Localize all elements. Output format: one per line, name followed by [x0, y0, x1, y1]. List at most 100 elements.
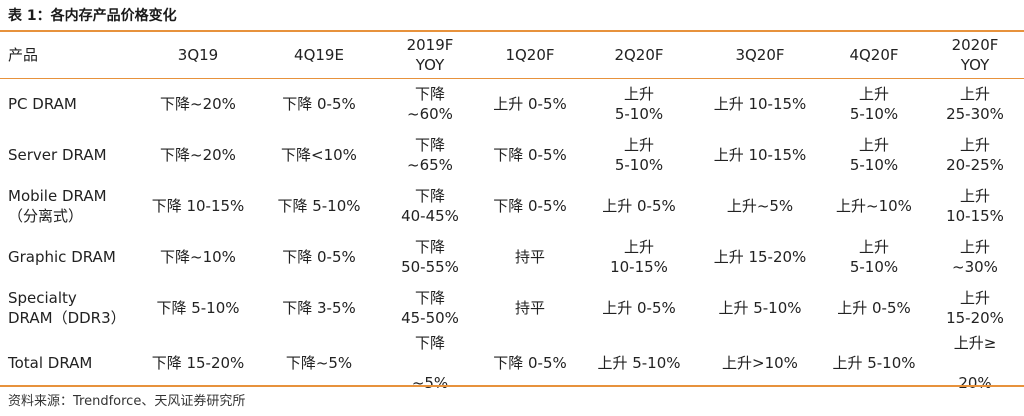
price-change-cell: 上升 5-10%: [822, 333, 926, 393]
price-change-cell: 上升 5-10%: [822, 231, 926, 282]
price-change-cell: 下降 40-45%: [380, 180, 480, 231]
price-change-cell: 下降 45-50%: [380, 282, 480, 333]
table-row: Specialty DRAM（DDR3） 下降 5-10% 下降 3-5% 下降 45…: [0, 282, 1024, 333]
price-change-cell: 上升 10-15%: [926, 180, 1024, 231]
price-change-cell: 上升 0-5%: [580, 180, 698, 231]
price-change-value: 下降<10%: [281, 145, 357, 164]
column-header-label: 产品: [8, 45, 39, 64]
price-change-value: 上升 25-30%: [946, 84, 1004, 123]
price-change-cell: 下降 50-55%: [380, 231, 480, 282]
product-name-cell: Graphic DRAM: [0, 231, 138, 282]
price-change-cell: 下降 ~60%: [380, 78, 480, 129]
column-header-label: 4Q20F: [849, 45, 899, 64]
price-change-value: 下降 40-45%: [401, 186, 459, 225]
price-change-cell: 上升≥ 20%: [926, 333, 1024, 393]
product-name: Total DRAM: [8, 354, 93, 372]
price-change-value: 上升 15-20%: [713, 247, 807, 266]
price-change-cell: 持平: [480, 282, 580, 333]
column-header-label: 2020F YOY: [951, 35, 999, 74]
price-change-cell: 下降~5%: [258, 333, 380, 393]
price-change-cell: 下降 3-5%: [258, 282, 380, 333]
price-change-value: 下降~20%: [160, 94, 236, 113]
price-change-value: 下降 ~65%: [407, 135, 453, 174]
price-change-cell: 上升 5-10%: [580, 333, 698, 393]
product-name-cell: Total DRAM: [0, 333, 138, 393]
price-change-value: 持平: [514, 247, 545, 266]
price-change-cell: 下降 15-20%: [138, 333, 258, 393]
price-change-cell: 上升~10%: [822, 180, 926, 231]
price-change-cell: 上升 ~30%: [926, 231, 1024, 282]
price-change-value: 上升 0-5%: [602, 298, 676, 317]
price-change-value: 上升 10-15%: [713, 145, 807, 164]
price-change-value: 上升 0-5%: [837, 298, 911, 317]
price-change-cell: 上升>10%: [698, 333, 822, 393]
column-header-label: 3Q20F: [735, 45, 785, 64]
column-header-label: 2Q20F: [614, 45, 664, 64]
price-change-value: 下降 0-5%: [282, 94, 356, 113]
price-change-cell: 下降 ~5%: [380, 333, 480, 393]
product-name: Mobile DRAM （分离式）: [8, 186, 107, 225]
product-name-cell: Server DRAM: [0, 129, 138, 180]
price-change-value: 下降~10%: [160, 247, 236, 266]
price-change-value: 下降~20%: [160, 145, 236, 164]
table-row: PC DRAM 下降~20% 下降 0-5% 下降 ~60% 上升 0-5% 上升 5-1…: [0, 78, 1024, 129]
price-change-cell: 上升 0-5%: [580, 282, 698, 333]
price-change-value: 下降 50-55%: [401, 237, 459, 276]
price-change-cell: 下降 5-10%: [138, 282, 258, 333]
price-change-value: 下降 ~5%: [411, 334, 449, 392]
column-header: 1Q20F: [480, 32, 580, 79]
price-change-value: 上升 5-10%: [849, 84, 899, 123]
column-header: 2019F YOY: [380, 32, 480, 79]
price-change-value: 下降 15-20%: [151, 354, 245, 372]
price-change-value: 持平: [514, 298, 545, 317]
price-change-value: 上升 5-10%: [832, 354, 916, 372]
price-change-cell: 下降 0-5%: [480, 129, 580, 180]
price-change-cell: 下降~20%: [138, 129, 258, 180]
price-change-value: 下降~5%: [285, 354, 353, 372]
price-change-cell: 上升~5%: [698, 180, 822, 231]
product-name-cell: Mobile DRAM （分离式）: [0, 180, 138, 231]
price-change-value: 下降 0-5%: [493, 145, 567, 164]
price-change-cell: 上升 5-10%: [698, 282, 822, 333]
column-header-label: 2019F YOY: [406, 35, 454, 74]
source-note: 资料来源：Trendforce、天风证券研究所: [8, 394, 246, 409]
column-header: 4Q20F: [822, 32, 926, 79]
price-change-value: 上升>10%: [722, 354, 798, 372]
price-change-value: 下降 3-5%: [282, 298, 356, 317]
price-change-cell: 上升 15-20%: [926, 282, 1024, 333]
price-change-value: 上升 0-5%: [493, 94, 567, 113]
price-change-cell: 上升 5-10%: [580, 78, 698, 129]
product-name: Graphic DRAM: [8, 247, 116, 266]
price-change-cell: 上升 5-10%: [580, 129, 698, 180]
table-header-row: 产品 3Q19 4Q19E 2019F YOY 1Q20F 2Q20F 3Q20F 4Q20F…: [0, 32, 1024, 79]
price-change-value: 下降 5-10%: [277, 196, 361, 215]
price-change-cell: 下降 0-5%: [480, 333, 580, 393]
price-change-value: 上升 10-15%: [946, 186, 1004, 225]
price-change-value: 上升 5-10%: [718, 298, 802, 317]
price-change-cell: 上升 0-5%: [480, 78, 580, 129]
price-change-value: 上升≥ 20%: [953, 334, 997, 392]
product-name: PC DRAM: [8, 94, 77, 113]
table-row: Graphic DRAM 下降~10% 下降 0-5% 下降 50-55% 持平 上升 1…: [0, 231, 1024, 282]
product-name-cell: Specialty DRAM（DDR3）: [0, 282, 138, 333]
price-change-cell: 下降 0-5%: [258, 231, 380, 282]
price-change-cell: 上升 15-20%: [698, 231, 822, 282]
price-change-cell: 上升 20-25%: [926, 129, 1024, 180]
price-change-value: 上升 ~30%: [952, 237, 998, 276]
price-change-value: 下降 0-5%: [493, 354, 567, 372]
column-header-label: 4Q19E: [294, 45, 344, 64]
price-change-cell: 上升 25-30%: [926, 78, 1024, 129]
price-change-table: 产品 3Q19 4Q19E 2019F YOY 1Q20F 2Q20F 3Q20F 4Q20F…: [0, 32, 1024, 393]
price-change-cell: 上升 5-10%: [822, 129, 926, 180]
price-change-value: 上升 5-10%: [849, 237, 899, 276]
table-bottom-rule: [0, 385, 1024, 387]
table-row: Total DRAM 下降 15-20% 下降~5% 下降 ~5% 下降 0-5% 上升 …: [0, 333, 1024, 393]
price-change-cell: 上升 10-15%: [698, 129, 822, 180]
price-change-cell: 下降~10%: [138, 231, 258, 282]
price-change-cell: 上升 10-15%: [698, 78, 822, 129]
price-change-cell: 下降 0-5%: [480, 180, 580, 231]
price-change-cell: 下降 10-15%: [138, 180, 258, 231]
price-change-value: 下降 ~60%: [407, 84, 453, 123]
price-change-value: 上升 10-15%: [713, 94, 807, 113]
price-change-value: 上升 5-10%: [849, 135, 899, 174]
